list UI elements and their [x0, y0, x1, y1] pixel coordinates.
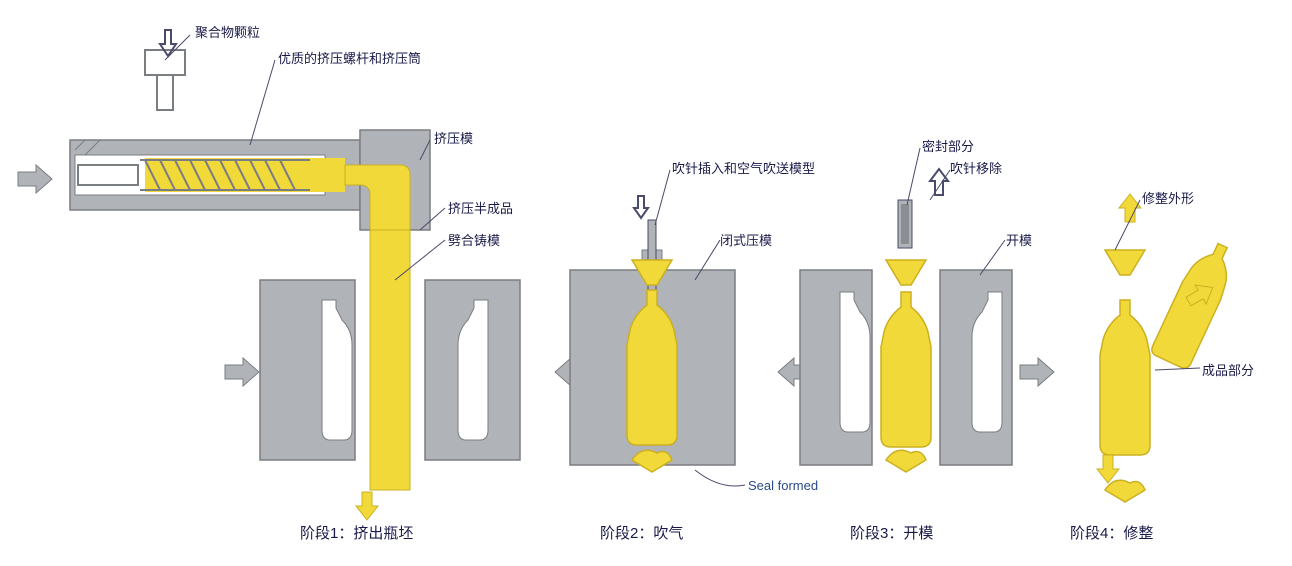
stage4-caption: 阶段4：修整 [1070, 522, 1153, 543]
label-polymer-granules: 聚合物颗粒 [195, 22, 260, 41]
label-open-mold: 开模 [1006, 230, 1032, 249]
label-semi-extrusion: 挤压半成品 [448, 198, 513, 217]
stage4-trim [1097, 194, 1242, 502]
stage3-caption: 阶段3：开模 [850, 522, 933, 543]
label-extruder-die: 挤压模 [434, 128, 473, 147]
stage1-caption: 阶段1：挤出瓶坯 [300, 522, 413, 543]
label-seal-formed: Seal formed [748, 478, 818, 493]
label-pin-remove: 吹针移除 [950, 158, 1002, 177]
label-closed-mold: 闭式压模 [720, 230, 772, 249]
label-finished-part: 成品部分 [1202, 360, 1254, 379]
label-seal-part: 密封部分 [922, 136, 974, 155]
label-extruder-screw: 优质的挤压螺杆和挤压筒 [278, 48, 421, 67]
stage2-blow [570, 196, 735, 472]
stage2-caption: 阶段2：吹气 [600, 522, 683, 543]
label-trim-shape: 修整外形 [1142, 188, 1194, 207]
stage3-open [800, 169, 1012, 472]
stage1-extrusion [18, 30, 589, 520]
label-split-mold: 劈合铸模 [448, 230, 500, 249]
label-blow-pin-air: 吹针插入和空气吹送模型 [672, 158, 815, 177]
